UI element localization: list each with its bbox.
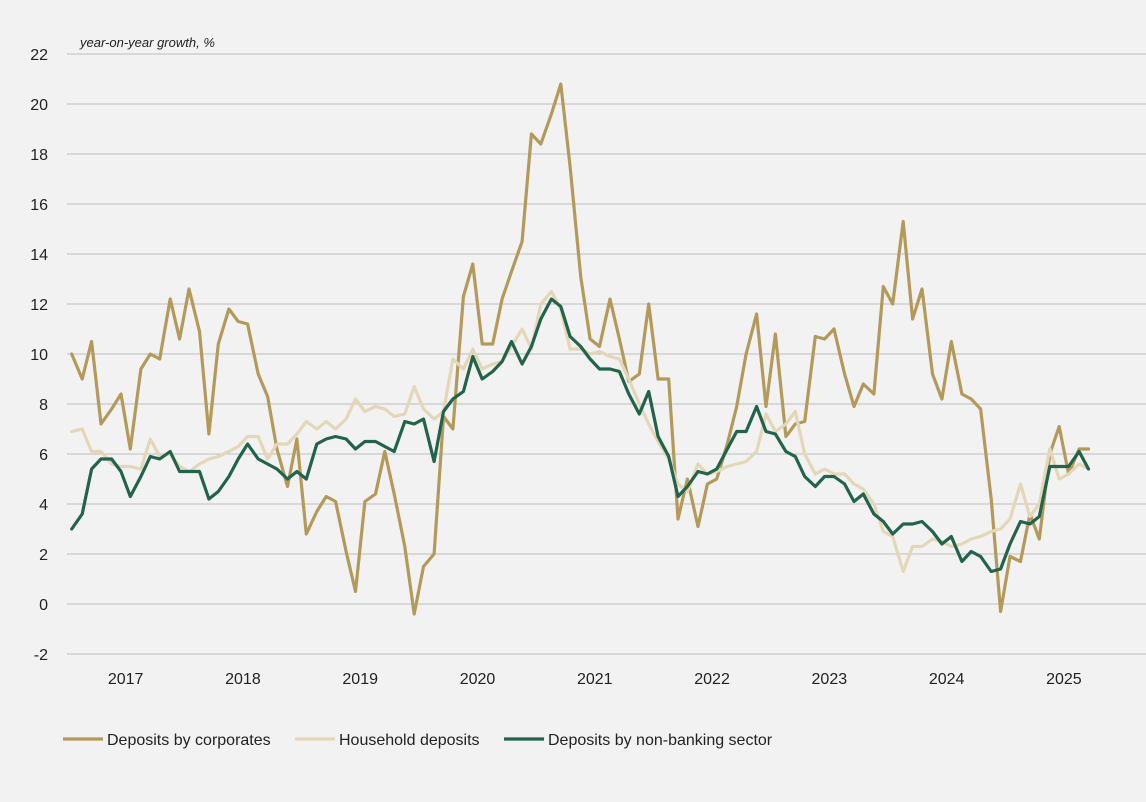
y-tick-label: 14: [30, 247, 48, 264]
y-tick-label: 12: [30, 297, 48, 314]
gridlines: [67, 53, 1146, 655]
x-tick-label: 2024: [929, 671, 965, 688]
x-tick-label: 2023: [812, 671, 848, 688]
y-tick-label: 18: [30, 147, 48, 164]
x-tick-label: 2021: [577, 671, 613, 688]
x-tick-label: 2020: [460, 671, 496, 688]
legend-label: Household deposits: [339, 732, 480, 749]
y-tick-label: -2: [34, 647, 48, 664]
y-tick-label: 8: [39, 397, 48, 414]
y-tick-label: 4: [39, 497, 48, 514]
y-tick-label: 6: [39, 447, 48, 464]
legend: Deposits by corporates Household deposits…: [63, 732, 773, 749]
series-lines: [70, 82, 1091, 616]
y-tick-label: 0: [39, 597, 48, 614]
x-tick-label: 2018: [225, 671, 261, 688]
series-line-1: [70, 289, 1091, 574]
y-axis-ticks: -2 0 2 4 6 8 10 12 14 16 18 20 22: [30, 47, 48, 664]
x-tick-label: 2025: [1046, 671, 1082, 688]
series-line-0: [70, 82, 1091, 616]
legend-label: Deposits by corporates: [107, 732, 271, 749]
y-tick-label: 20: [30, 97, 48, 114]
x-tick-label: 2017: [108, 671, 144, 688]
x-axis-ticks: 2017 2018 2019 2020 2021 2022 2023 2024 2025: [108, 671, 1082, 688]
y-tick-label: 2: [39, 547, 48, 564]
legend-label: Deposits by non-banking sector: [548, 732, 773, 749]
unit-label: year-on-year growth, %: [79, 35, 215, 50]
x-tick-label: 2019: [342, 671, 378, 688]
y-tick-label: 22: [30, 47, 48, 64]
y-tick-label: 10: [30, 347, 48, 364]
series-line-2: [70, 297, 1091, 574]
y-tick-label: 16: [30, 197, 48, 214]
x-tick-label: 2022: [694, 671, 730, 688]
